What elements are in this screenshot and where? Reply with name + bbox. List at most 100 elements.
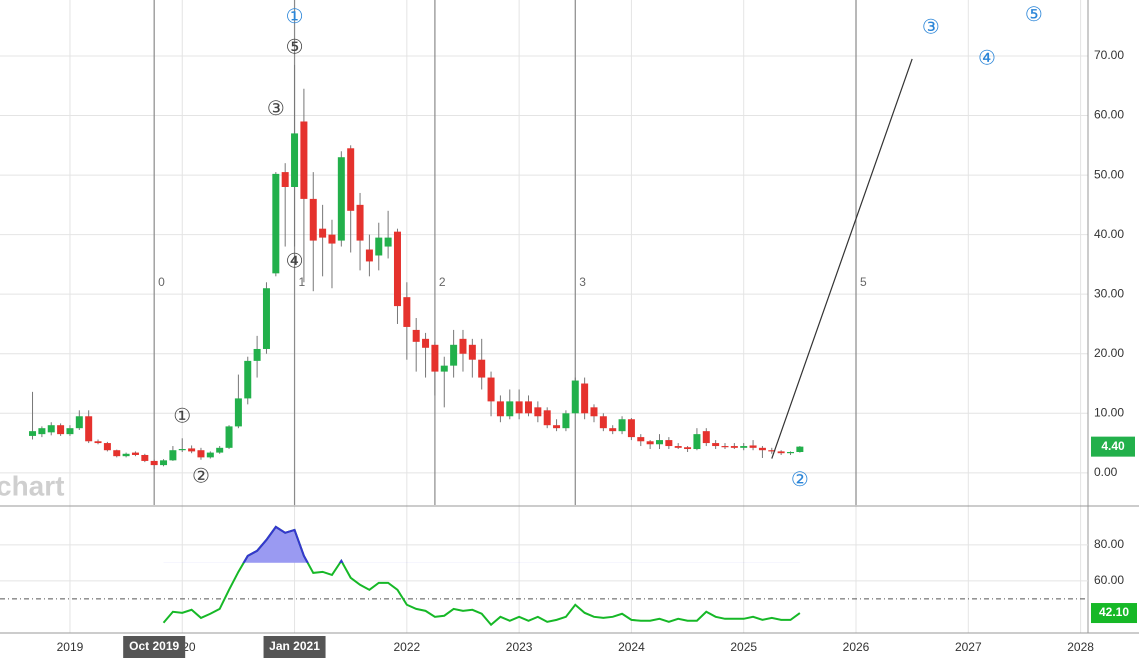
candle-body <box>66 428 74 435</box>
candle-body <box>796 446 804 452</box>
candle-body <box>262 288 270 349</box>
candle-body <box>609 428 617 432</box>
date-highlight-box <box>123 636 186 658</box>
candle-body <box>740 446 748 448</box>
candle-body <box>637 437 645 442</box>
rsi-line <box>162 525 801 627</box>
y-tick-label: 40.00 <box>1094 227 1124 241</box>
candle-body <box>113 450 121 457</box>
candle-body <box>291 133 299 187</box>
candle-body <box>787 451 795 454</box>
candle-body <box>684 447 692 450</box>
candle-body <box>431 344 439 372</box>
y-tick-label: 20.00 <box>1094 346 1124 360</box>
candle-body <box>618 419 626 432</box>
candle-body <box>777 451 785 454</box>
candle-body <box>758 447 766 451</box>
candle-body <box>749 445 757 448</box>
candle-body <box>141 454 149 461</box>
y-tick-label: 50.00 <box>1094 167 1124 181</box>
trend-line <box>771 58 913 459</box>
candle-body <box>29 431 37 436</box>
candle-body <box>562 413 570 429</box>
candle-body <box>515 401 523 414</box>
wave-annotation: ① <box>286 4 304 28</box>
x-tick-label: 2028 <box>1067 640 1094 654</box>
candle-body <box>319 228 327 238</box>
candle-body <box>197 450 205 458</box>
candle-body <box>693 434 701 450</box>
candle-body <box>730 446 738 448</box>
candle-body <box>702 431 710 444</box>
y-tick-label: 30.00 <box>1094 286 1124 300</box>
candle-body <box>253 348 261 361</box>
wave-annotation: ④ <box>978 45 996 69</box>
y-tick-label: 0.00 <box>1094 465 1118 479</box>
candle-body <box>534 407 542 417</box>
x-tick-label: 2019 <box>57 640 84 654</box>
wave-line-label: 0 <box>158 275 165 289</box>
candle-body <box>57 425 65 435</box>
wave-annotation: ② <box>192 464 210 488</box>
candle-body <box>459 338 467 354</box>
candle-body <box>665 440 673 447</box>
candle-body <box>94 441 102 444</box>
candle-body <box>178 449 186 451</box>
y-tick-label: 60.00 <box>1094 108 1124 122</box>
candle-body <box>328 234 336 244</box>
watermark: chart <box>0 470 64 501</box>
candle-body <box>206 452 214 458</box>
candle-body <box>450 344 458 366</box>
wave-annotation: ② <box>791 467 809 491</box>
wave-annotation: ④ <box>286 249 304 273</box>
candle-body <box>599 416 607 429</box>
candle-body <box>543 410 551 426</box>
wave-line-label: 3 <box>579 275 586 289</box>
candle-body <box>122 453 130 457</box>
wave-line-label: 2 <box>439 275 446 289</box>
wave-line-label: 1 <box>299 275 306 289</box>
candle-body <box>655 440 663 445</box>
candle-body <box>337 157 345 241</box>
x-tick-label: 2022 <box>393 640 420 654</box>
candle-body <box>674 446 682 448</box>
y-tick-label: 70.00 <box>1094 48 1124 62</box>
candle-body <box>393 231 401 307</box>
candle-body <box>496 401 504 417</box>
candle-body <box>384 237 392 247</box>
candle-body <box>356 204 364 241</box>
candle-body <box>234 398 242 427</box>
candle-body <box>590 407 598 417</box>
candle-body <box>47 425 55 433</box>
candle-body <box>365 249 373 262</box>
candle-body <box>131 452 139 455</box>
last-rsi-label: 42.10 <box>1099 605 1129 619</box>
candle-body <box>85 416 93 442</box>
candle-body <box>188 448 196 452</box>
candle-body <box>506 401 514 417</box>
candle-body <box>169 450 177 461</box>
wave-line-label: 5 <box>860 275 867 289</box>
wave-annotation: ③ <box>267 96 285 120</box>
candle-body <box>103 443 111 451</box>
candle-body <box>768 450 776 452</box>
candle-body <box>487 377 495 402</box>
rsi-line-overbought <box>242 525 344 563</box>
candle-body <box>347 148 355 211</box>
wave-annotation: ⑤ <box>1025 2 1043 26</box>
candle-body <box>300 121 308 199</box>
overbought-fill <box>163 526 800 563</box>
candle-body <box>646 441 654 445</box>
candle-body <box>721 446 729 448</box>
candle-body <box>422 338 430 348</box>
candle-body <box>281 172 289 187</box>
candle-body <box>627 419 635 438</box>
date-highlight-label: Jan 2021 <box>269 639 320 653</box>
candle-body <box>478 359 486 378</box>
wave-annotation: ⑤ <box>286 35 304 59</box>
candle-body <box>38 428 46 435</box>
wave-annotation: ③ <box>922 14 940 38</box>
x-tick-label: 2026 <box>843 640 870 654</box>
candle-body <box>581 383 589 414</box>
